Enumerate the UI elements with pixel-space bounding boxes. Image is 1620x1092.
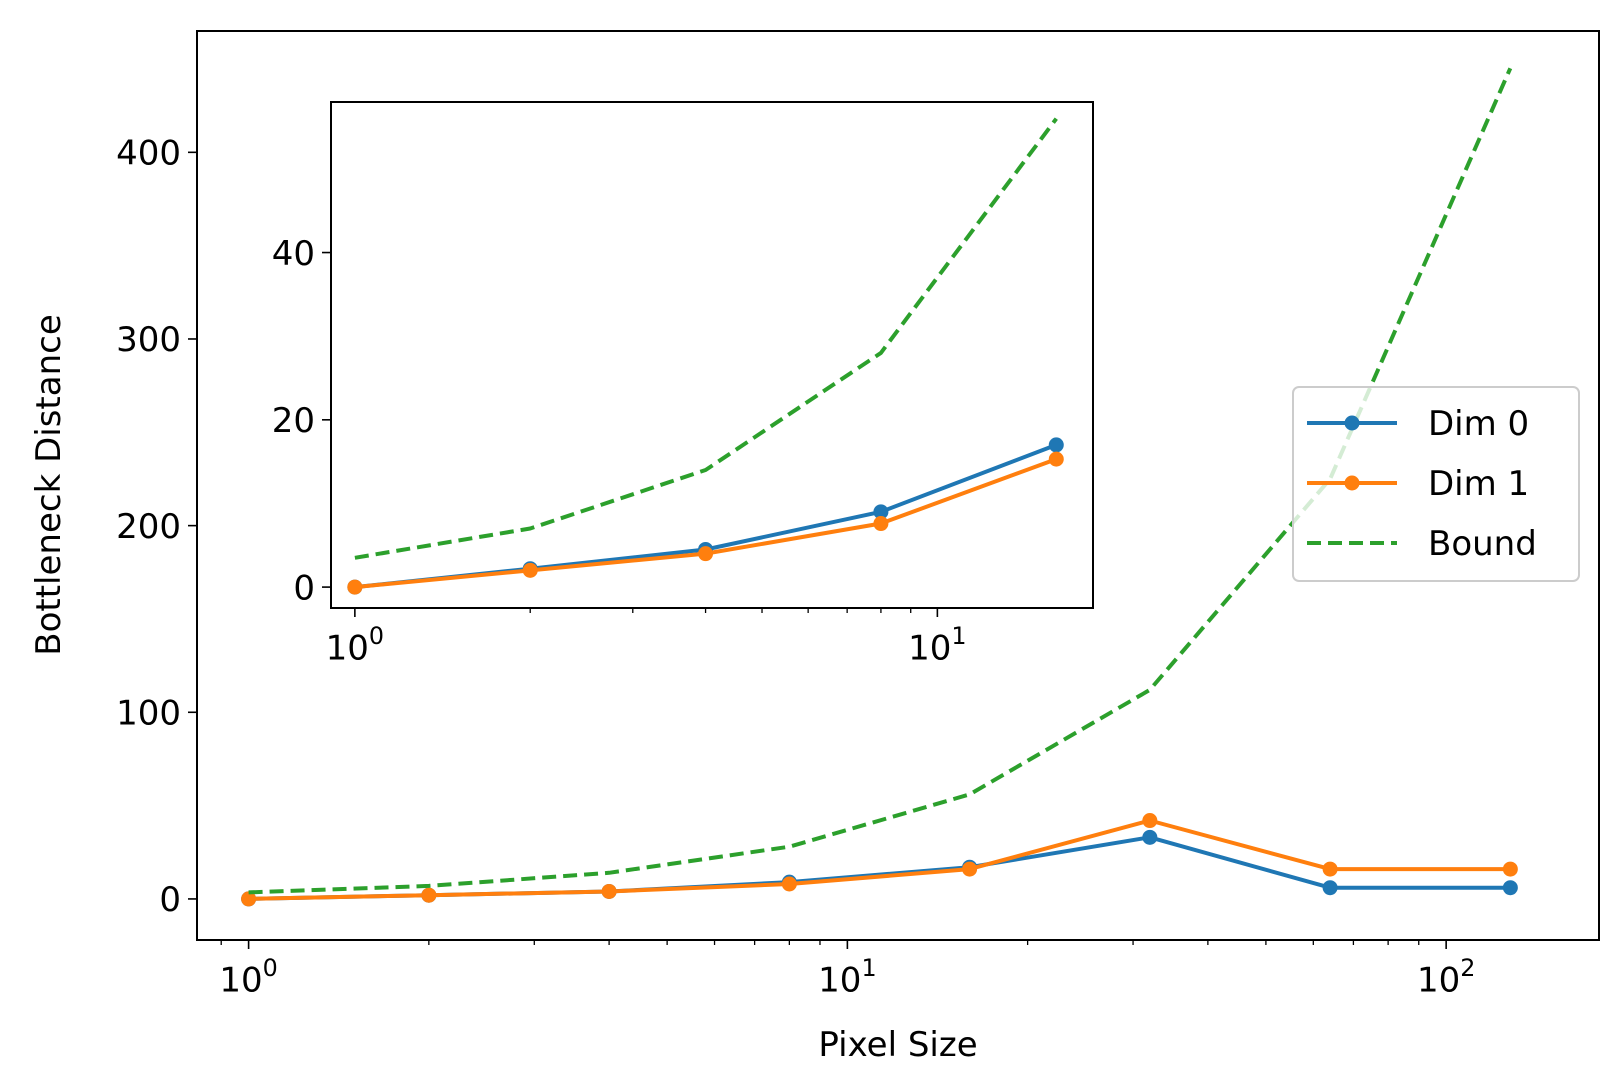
main-point-dim-1 bbox=[601, 883, 617, 899]
main-x-tick-exponent: 2 bbox=[1460, 954, 1475, 982]
main-y-tick-label: 100 bbox=[116, 694, 181, 734]
inset-point-series-1 bbox=[1048, 451, 1064, 467]
main-point-dim-0 bbox=[1502, 880, 1518, 896]
y-axis-label: Bottleneck Distance bbox=[29, 314, 69, 655]
legend: Dim 0 Dim 1 Bound bbox=[1292, 386, 1580, 582]
main-x-tick-exponent: 0 bbox=[263, 954, 278, 982]
main-point-dim-0 bbox=[1142, 829, 1158, 845]
main-x-tick-exponent: 1 bbox=[861, 954, 876, 982]
main-series-line-dim-1 bbox=[248, 818, 1511, 901]
inset-point-series-0 bbox=[873, 504, 889, 520]
main-y-tick-label: 0 bbox=[159, 880, 181, 920]
main-point-dim-1 bbox=[421, 887, 437, 903]
x-axis-label: Pixel Size bbox=[818, 1025, 977, 1065]
inset-point-series-1 bbox=[698, 546, 714, 562]
inset-y-tick-label: 40 bbox=[272, 234, 315, 274]
main-series-group bbox=[241, 67, 1518, 907]
main-point-dim-1 bbox=[1142, 813, 1158, 829]
legend-marker bbox=[1344, 475, 1360, 491]
main-point-dim-1 bbox=[1322, 861, 1338, 877]
legend-label: Dim 0 bbox=[1428, 404, 1529, 444]
inset-plot-frame bbox=[330, 101, 1094, 609]
inset-y-tick-label: 0 bbox=[293, 568, 315, 608]
main-y-tick-label: 300 bbox=[116, 320, 181, 360]
main-y-tick-label: 400 bbox=[116, 134, 181, 174]
inset-x-tick-exponent: 0 bbox=[369, 622, 384, 650]
inset-point-series-0 bbox=[1048, 437, 1064, 453]
legend-label: Dim 1 bbox=[1428, 464, 1529, 504]
main-point-dim-1 bbox=[962, 861, 978, 877]
legend-items: Dim 0 Dim 1 Bound bbox=[1307, 404, 1537, 564]
inset-series-group bbox=[347, 117, 1064, 595]
main-point-dim-1 bbox=[781, 876, 797, 892]
inset-x-tick-exponent: 1 bbox=[951, 622, 966, 650]
legend-box bbox=[1292, 386, 1580, 582]
main-point-dim-0 bbox=[1322, 880, 1338, 896]
legend-marker bbox=[1344, 415, 1360, 431]
inset-series-line-series-2 bbox=[354, 117, 1058, 560]
main-point-dim-1 bbox=[241, 891, 257, 907]
main-y-tick-label: 200 bbox=[116, 507, 181, 547]
inset-point-series-1 bbox=[522, 562, 538, 578]
inset-y-tick-label: 20 bbox=[272, 401, 315, 441]
legend-label: Bound bbox=[1428, 524, 1537, 564]
inset-point-series-1 bbox=[347, 579, 363, 595]
main-series-line-bound bbox=[248, 67, 1513, 895]
main-point-dim-1 bbox=[1502, 861, 1518, 877]
inset-point-series-1 bbox=[873, 516, 889, 532]
